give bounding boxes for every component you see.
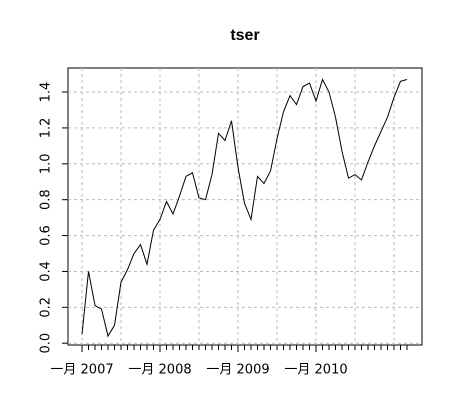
x-tick-label: 一月 2007	[50, 363, 113, 378]
x-tick-label: 一月 2010	[284, 363, 347, 378]
y-tick-label: 0.2	[39, 297, 54, 318]
chart-title: tser	[230, 27, 259, 44]
x-tick-label: 一月 2009	[206, 363, 269, 378]
y-tick-label: 1.0	[39, 153, 54, 174]
x-tick-label: 一月 2008	[128, 363, 191, 378]
y-tick-label: 0.4	[39, 261, 54, 282]
y-tick-label: 0.0	[39, 333, 54, 354]
y-tick-label: 1.4	[39, 82, 54, 103]
y-tick-label: 0.6	[39, 225, 54, 246]
series-line	[81, 78, 408, 338]
y-tick-label: 1.2	[39, 118, 54, 139]
y-tick-label: 0.8	[39, 189, 54, 210]
